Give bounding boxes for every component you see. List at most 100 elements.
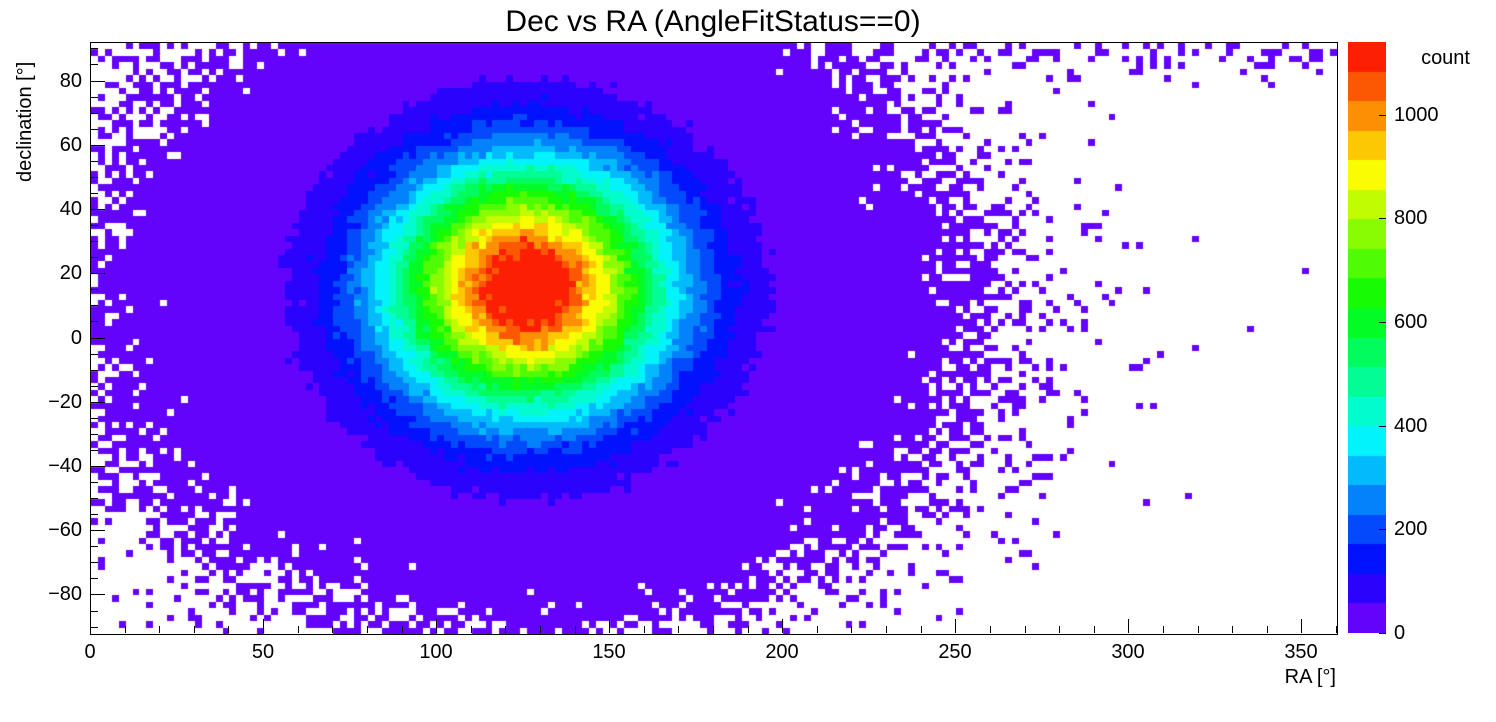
x-minor-tick	[1198, 626, 1199, 633]
x-minor-tick	[1163, 626, 1164, 633]
x-tick-label: 100	[419, 641, 453, 663]
y-minor-tick	[91, 482, 98, 483]
x-minor-tick	[1094, 626, 1095, 633]
x-minor-tick	[159, 626, 160, 633]
y-minor-tick	[91, 225, 98, 226]
x-minor-tick	[194, 626, 195, 633]
x-minor-tick	[575, 626, 576, 633]
x-minor-tick	[505, 626, 506, 633]
y-minor-tick	[91, 611, 98, 612]
y-major-tick	[91, 338, 105, 339]
y-minor-tick	[91, 241, 98, 242]
y-major-tick	[91, 209, 105, 210]
x-axis-title: RA [°]	[1284, 666, 1336, 688]
y-minor-tick	[91, 129, 98, 130]
x-major-tick	[1128, 619, 1129, 633]
y-minor-tick	[91, 48, 98, 49]
x-minor-tick	[1336, 626, 1337, 633]
y-minor-tick	[91, 418, 98, 419]
y-minor-tick	[91, 498, 98, 499]
chart-title: Dec vs RA (AngleFitStatus==0)	[505, 5, 921, 38]
x-tick-label: 350	[1284, 641, 1318, 663]
colorbar	[1348, 42, 1386, 633]
x-minor-tick	[1267, 626, 1268, 633]
y-minor-tick	[91, 257, 98, 258]
y-major-tick	[91, 145, 105, 146]
x-major-tick	[436, 619, 437, 633]
y-minor-tick	[91, 514, 98, 515]
y-minor-tick	[91, 627, 98, 628]
y-minor-tick	[91, 161, 98, 162]
x-minor-tick	[644, 626, 645, 633]
y-minor-tick	[91, 64, 98, 65]
colorbar-tick-label: 400	[1394, 415, 1428, 437]
y-tick-label: 40	[59, 198, 82, 220]
colorbar-tick-label: 200	[1394, 518, 1428, 540]
y-major-tick	[91, 273, 105, 274]
y-tick-label: −80	[48, 583, 82, 605]
x-tick-label: 300	[1111, 641, 1145, 663]
x-minor-tick	[748, 626, 749, 633]
y-minor-tick	[91, 354, 98, 355]
y-tick-label: 80	[59, 70, 82, 92]
y-major-tick	[91, 466, 105, 467]
y-tick-label: 60	[59, 134, 82, 156]
x-minor-tick	[1059, 626, 1060, 633]
y-minor-tick	[91, 321, 98, 322]
x-minor-tick	[471, 626, 472, 633]
x-minor-tick	[228, 626, 229, 633]
y-tick-label: −20	[48, 391, 82, 413]
x-minor-tick	[886, 626, 887, 633]
x-major-tick	[609, 619, 610, 633]
x-tick-label: 200	[765, 641, 799, 663]
y-minor-tick	[91, 305, 98, 306]
colorbar-tick-label: 800	[1394, 207, 1428, 229]
x-tick-label: 150	[592, 641, 626, 663]
x-minor-tick	[990, 626, 991, 633]
colorbar-tick	[1379, 633, 1386, 634]
x-minor-tick	[1232, 626, 1233, 633]
y-minor-tick	[91, 289, 98, 290]
x-major-tick	[782, 619, 783, 633]
y-minor-tick	[91, 386, 98, 387]
x-minor-tick	[713, 626, 714, 633]
x-minor-tick	[332, 626, 333, 633]
y-minor-tick	[91, 578, 98, 579]
y-tick-label: −40	[48, 455, 82, 477]
x-minor-tick	[921, 626, 922, 633]
y-major-tick	[91, 402, 105, 403]
y-tick-label: 0	[70, 327, 82, 349]
y-minor-tick	[91, 113, 98, 114]
y-tick-label: −60	[48, 519, 82, 541]
colorbar-title: count	[1421, 47, 1470, 69]
x-major-tick	[955, 619, 956, 633]
y-minor-tick	[91, 546, 98, 547]
x-major-tick	[1301, 619, 1302, 633]
colorbar-tick	[1379, 115, 1386, 116]
colorbar-tick-label: 0	[1394, 622, 1406, 644]
colorbar-tick	[1379, 426, 1386, 427]
y-minor-tick	[91, 434, 98, 435]
y-minor-tick	[91, 370, 98, 371]
colorbar-tick-label: 600	[1394, 311, 1428, 333]
x-minor-tick	[1025, 626, 1026, 633]
y-minor-tick	[91, 450, 98, 451]
x-minor-tick	[540, 626, 541, 633]
x-tick-label: 0	[84, 641, 96, 663]
x-tick-label: 250	[938, 641, 972, 663]
x-minor-tick	[367, 626, 368, 633]
y-major-tick	[91, 594, 105, 595]
x-tick-label: 50	[251, 641, 275, 663]
x-minor-tick	[851, 626, 852, 633]
heatmap-canvas	[91, 43, 1337, 634]
x-minor-tick	[298, 626, 299, 633]
y-major-tick	[91, 81, 105, 82]
x-minor-tick	[402, 626, 403, 633]
x-minor-tick	[678, 626, 679, 633]
x-major-tick	[263, 619, 264, 633]
y-major-tick	[91, 530, 105, 531]
colorbar-tick	[1379, 529, 1386, 530]
colorbar-tick-label: 1000	[1394, 104, 1439, 126]
y-minor-tick	[91, 193, 98, 194]
